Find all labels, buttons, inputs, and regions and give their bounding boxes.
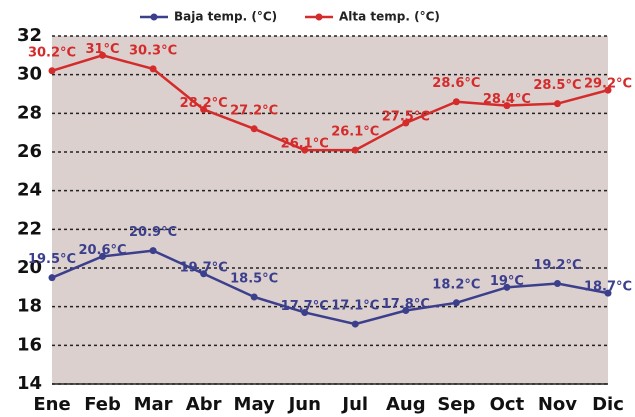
- y-tick-label: 22: [17, 218, 42, 239]
- point: [99, 252, 107, 260]
- point: [200, 105, 208, 113]
- point: [301, 308, 309, 316]
- point: [351, 146, 359, 154]
- value-label: 17.1°C: [331, 299, 379, 314]
- value-label: 26.1°C: [281, 137, 329, 152]
- value-label: 27.5°C: [382, 110, 430, 125]
- x-tick-label: Dic: [592, 394, 624, 415]
- series-line: [51, 54, 609, 152]
- plot-area: [52, 36, 608, 384]
- legend-dot: [315, 13, 323, 21]
- x-tick-label: Ene: [33, 394, 70, 415]
- x-tick-label: May: [234, 394, 276, 415]
- legend-dot: [150, 13, 158, 21]
- point: [452, 299, 460, 307]
- point: [553, 100, 561, 108]
- value-label: 17.8°C: [382, 297, 430, 312]
- y-tick-label: 32: [17, 25, 42, 46]
- value-label: 29.2°C: [584, 77, 632, 92]
- point: [48, 274, 56, 282]
- point: [200, 270, 208, 278]
- point: [604, 86, 612, 94]
- value-label: 19.5°C: [28, 252, 76, 267]
- series-line: [51, 249, 609, 326]
- point: [48, 67, 56, 75]
- value-label: 30.3°C: [129, 43, 177, 58]
- value-label: 19.2°C: [533, 258, 581, 273]
- y-tick-label: 26: [17, 141, 42, 162]
- point: [503, 283, 511, 291]
- value-label: 18.5°C: [230, 272, 278, 287]
- value-label: 20.9°C: [129, 225, 177, 240]
- value-label: 17.7°C: [281, 299, 329, 314]
- point: [452, 98, 460, 106]
- legend-label: Alta temp. (°C): [339, 10, 440, 24]
- y-tick-label: 24: [17, 180, 42, 201]
- y-tick-label: 30: [17, 64, 42, 85]
- y-tick-label: 20: [17, 257, 42, 278]
- point: [149, 247, 157, 255]
- point: [604, 289, 612, 297]
- point: [402, 307, 410, 315]
- legend-label: Baja temp. (°C): [174, 10, 277, 24]
- value-label: 28.6°C: [432, 76, 480, 91]
- point: [553, 279, 561, 287]
- value-label: 20.6°C: [78, 243, 126, 258]
- x-tick-label: Jun: [287, 394, 321, 415]
- point: [250, 293, 258, 301]
- value-label: 19°C: [490, 274, 524, 289]
- point: [99, 51, 107, 59]
- value-label: 28.2°C: [180, 96, 228, 111]
- point: [351, 320, 359, 328]
- value-label: 18.7°C: [584, 280, 632, 295]
- x-tick-label: Abr: [186, 394, 222, 415]
- y-tick-label: 28: [17, 102, 42, 123]
- x-tick-label: Mar: [134, 394, 173, 415]
- value-label: 28.5°C: [533, 78, 581, 93]
- point: [149, 65, 157, 73]
- x-tick-label: Feb: [84, 394, 121, 415]
- y-tick-label: 16: [17, 334, 42, 355]
- y-tick-label: 14: [17, 373, 42, 394]
- x-tick-label: Nov: [538, 394, 577, 415]
- point: [402, 119, 410, 127]
- value-label: 18.2°C: [432, 277, 480, 292]
- value-label: 28.4°C: [483, 92, 531, 107]
- x-tick-label: Aug: [386, 394, 426, 415]
- value-label: 31°C: [85, 42, 119, 57]
- value-label: 26.1°C: [331, 125, 379, 140]
- value-label: 30.2°C: [28, 45, 76, 60]
- value-label: 27.2°C: [230, 103, 278, 118]
- point: [301, 146, 309, 154]
- x-tick-label: Sep: [437, 394, 475, 415]
- point: [250, 125, 258, 133]
- x-tick-label: Oct: [490, 394, 525, 415]
- point: [503, 102, 511, 110]
- x-tick-label: Jul: [340, 394, 368, 415]
- value-label: 19.7°C: [180, 260, 228, 275]
- y-tick-label: 18: [17, 296, 42, 317]
